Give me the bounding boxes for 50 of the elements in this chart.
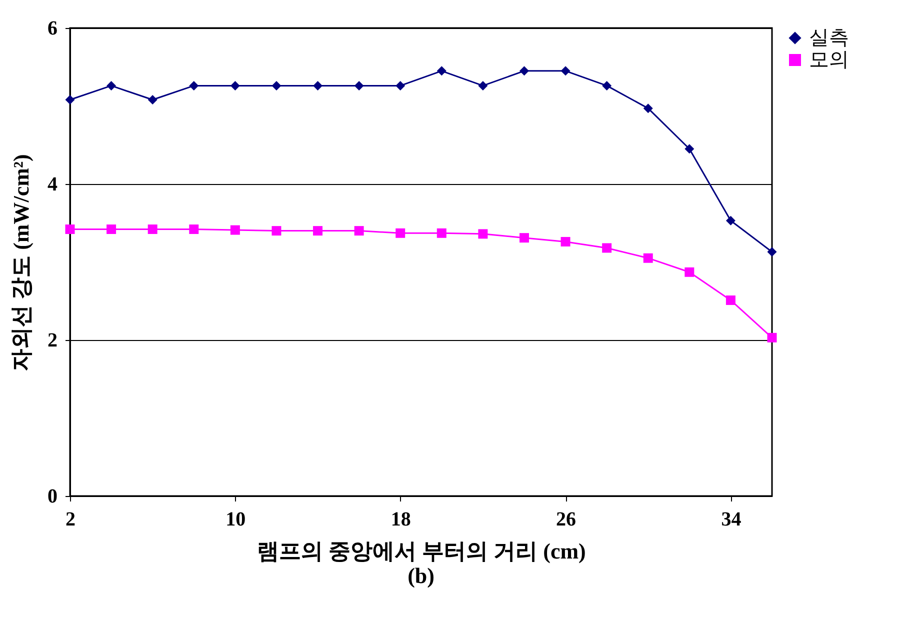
point (230, 80, 240, 90)
y-tick-label: 4 (48, 174, 58, 196)
point (189, 80, 199, 90)
legend-label: 실측 (809, 27, 849, 49)
point (396, 80, 406, 90)
legend-label: 모의 (809, 49, 849, 71)
point (148, 224, 158, 234)
x-tick-label: 18 (390, 508, 411, 530)
y-axis-title: 자외선 강도 (mW/cm²) (8, 154, 34, 371)
point (602, 80, 612, 90)
point (313, 80, 323, 90)
point (602, 243, 612, 253)
point (230, 225, 240, 235)
point (65, 224, 75, 234)
point (478, 229, 488, 239)
point (726, 295, 736, 305)
point (767, 247, 777, 257)
point (272, 80, 282, 90)
point (684, 267, 694, 277)
x-axis-title: 램프의 중앙에서 부터의 거리 (cm) (257, 538, 586, 564)
point (643, 253, 653, 263)
point (560, 66, 570, 76)
y-tick-label: 0 (48, 486, 58, 508)
point (189, 224, 199, 234)
point (560, 236, 570, 246)
point (519, 66, 529, 76)
point (272, 226, 282, 236)
y-tick-label: 6 (48, 18, 58, 40)
point (684, 144, 694, 154)
point (726, 216, 736, 226)
point (106, 224, 116, 234)
x-tick-label: 26 (556, 508, 576, 530)
point (354, 80, 364, 90)
point (106, 80, 116, 90)
point (478, 80, 488, 90)
point (519, 233, 529, 243)
point (354, 226, 364, 236)
point (148, 95, 158, 105)
x-tick-label: 2 (66, 508, 76, 530)
point (313, 226, 323, 236)
point (65, 95, 75, 105)
point (436, 228, 446, 238)
x-tick-label: 34 (721, 508, 742, 530)
text: (b) (408, 563, 434, 588)
point (396, 228, 406, 238)
x-tick-label: 10 (226, 508, 246, 530)
point (436, 66, 446, 76)
y-tick-label: 2 (48, 330, 58, 352)
point (643, 104, 653, 114)
point (767, 332, 777, 342)
